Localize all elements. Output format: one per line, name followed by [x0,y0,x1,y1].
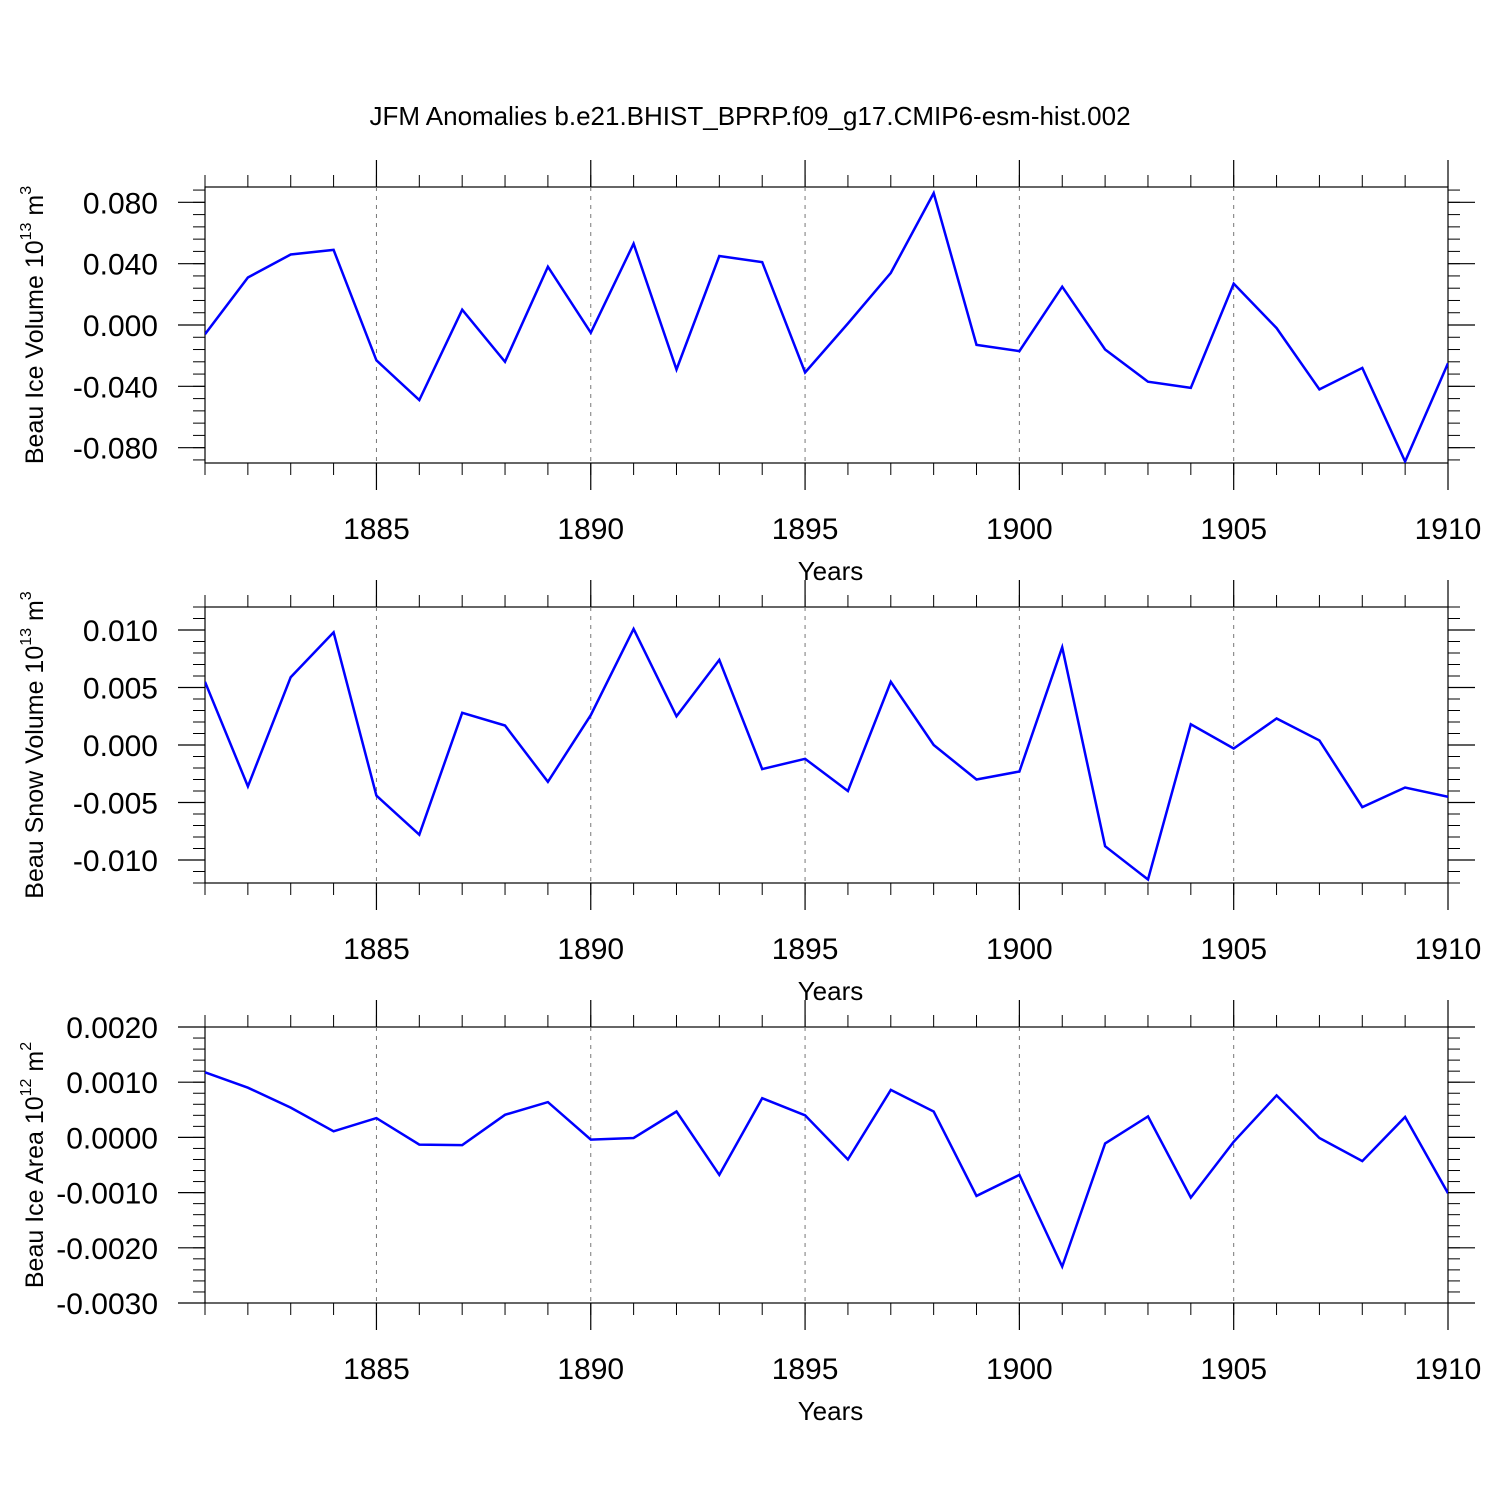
plot-frame [204,186,1449,464]
y-tick-label: -0.005 [73,788,158,821]
y-tick-label: -0.080 [73,433,158,466]
y-tick-label: 0.000 [83,310,158,343]
x-tick-label: 1885 [343,1353,410,1386]
plot-frame [204,1026,1449,1304]
y-tick-label: -0.0020 [56,1233,158,1266]
x-axis-label: Years [798,556,864,586]
y-tick-label: -0.010 [73,845,158,878]
y-tick-label: 0.005 [83,673,158,706]
y-axis-label: Beau Ice Volume 1013 m3 [18,186,49,464]
y-tick-label: -0.040 [73,371,158,404]
plot-frame [204,606,1449,884]
y-tick-label: -0.0030 [56,1288,158,1321]
x-tick-label: 1905 [1200,933,1267,966]
y-tick-label: 0.010 [83,615,158,648]
x-axis-label: Years [798,1396,864,1426]
series-line [205,1071,1448,1270]
panel-1: 1885 1890 1895 1900 1905 1910 0.080 0.040 0.000 -… [18,160,1481,586]
series-line [205,189,1448,463]
y-axis-label: Beau Snow Volume 1013 m3 [18,591,49,899]
y-tick-label: 0.000 [83,730,158,763]
panel-3: 1885 1890 1895 1900 1905 1910 0.0020 0.0010 0.00… [18,1000,1481,1426]
x-tick-label: 1885 [343,933,410,966]
y-axis-label: Beau Ice Area 1012 m2 [18,1042,49,1288]
x-tick-label: 1895 [772,513,839,546]
x-tick-label: 1890 [557,513,624,546]
y-tick-label: 0.0010 [66,1067,158,1100]
y-tick-label: 0.0020 [66,1012,158,1045]
x-tick-label: 1900 [986,1353,1053,1386]
y-tick-label: 0.080 [83,187,158,220]
y-tick-label: -0.0010 [56,1178,158,1211]
panels: 1885 1890 1895 1900 1905 1910 0.080 0.040 0.000 -… [18,160,1481,1426]
x-tick-label: 1890 [557,933,624,966]
x-tick-label: 1910 [1415,513,1482,546]
x-tick-label: 1890 [557,1353,624,1386]
x-tick-label: 1905 [1200,513,1267,546]
x-axis-label: Years [798,976,864,1006]
y-tick-label: 0.0000 [66,1122,158,1155]
x-tick-label: 1885 [343,513,410,546]
figure-title: JFM Anomalies b.e21.BHIST_BPRP.f09_g17.C… [369,101,1130,131]
x-tick-label: 1910 [1415,933,1482,966]
x-tick-label: 1905 [1200,1353,1267,1386]
x-tick-label: 1900 [986,933,1053,966]
x-tick-label: 1900 [986,513,1053,546]
panel-2: 1885 1890 1895 1900 1905 1910 0.010 0.005 0.000 -… [18,580,1481,1006]
x-tick-label: 1910 [1415,1353,1482,1386]
x-tick-label: 1895 [772,1353,839,1386]
series-line [205,626,1448,882]
x-tick-label: 1895 [772,933,839,966]
y-tick-label: 0.040 [83,249,158,282]
